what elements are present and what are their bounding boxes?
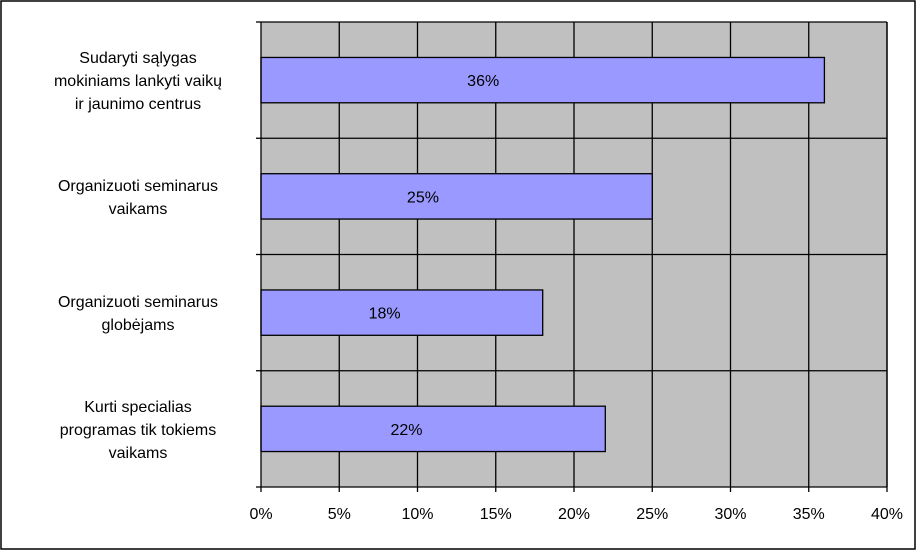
category-label: vaikams [109,445,168,462]
bar [260,405,606,453]
category-label: Sudaryti sąlygas [79,50,196,67]
category-label: Kurti specialias [84,399,192,416]
bars [260,56,826,453]
category-label: Organizuoti seminarus [58,178,218,195]
x-tick-label: 0% [249,506,272,523]
data-label: 22% [390,422,422,439]
category-label: ir jaunimo centrus [75,96,201,113]
x-tick-label: 25% [636,506,668,523]
bar [260,289,544,336]
category-label: programas tik tokiems [60,422,217,439]
x-tick-label: 10% [401,506,433,523]
x-tick-label: 15% [480,506,512,523]
data-label: 18% [369,306,401,323]
category-label: mokiniams lankyti vaikų [54,73,222,90]
bar [260,173,653,220]
category-label: globėjams [102,317,175,334]
labels: 36% Sudaryti sąlygas mokiniams lankyti vai… [54,50,499,462]
bar [260,56,826,104]
x-tick-label: 20% [558,506,590,523]
x-tick-label: 35% [793,506,825,523]
x-tick-label: 40% [871,506,903,523]
data-label: 36% [467,73,499,90]
category-label: vaikams [109,201,168,218]
axes: 0% 5% 10% 15% 20% 25% 30% 35% 40% [249,21,903,523]
x-tick-label: 5% [328,506,351,523]
x-tick-label: 30% [714,506,746,523]
category-label: Organizuoti seminarus [58,294,218,311]
data-label: 25% [407,189,439,206]
